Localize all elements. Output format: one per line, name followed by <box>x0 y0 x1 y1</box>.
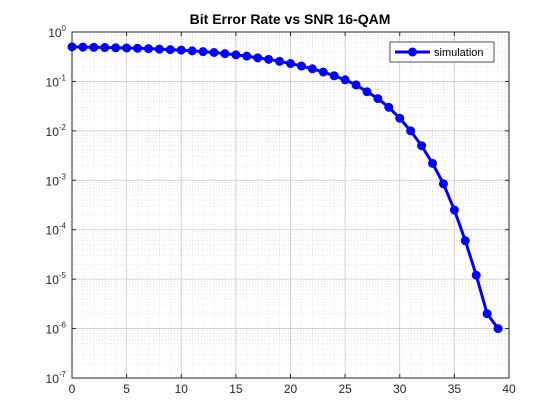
data-point <box>406 126 416 136</box>
legend-marker <box>408 47 417 57</box>
legend-label: simulation <box>434 47 484 59</box>
data-point <box>384 102 394 112</box>
series-line-simulation <box>71 45 500 330</box>
tick-labels: 0 5 10 15 20 25 30 35 40 100 10-1 10-2 10-3 10-4 10-5 1… <box>46 24 516 396</box>
data-point <box>187 46 197 56</box>
y-tick-label: 10-6 <box>46 321 67 337</box>
data-point <box>428 158 438 168</box>
data-point <box>438 179 448 189</box>
y-tick-label: 10-7 <box>46 370 67 386</box>
y-tick-label: 10-1 <box>46 73 67 89</box>
data-point <box>78 42 88 52</box>
data-point <box>111 43 121 53</box>
ticks <box>71 31 510 379</box>
data-point <box>275 56 285 66</box>
data-point <box>362 87 372 97</box>
data-point <box>351 80 361 90</box>
x-tick-label: 0 <box>69 382 76 396</box>
data-point <box>482 309 492 319</box>
legend-box <box>389 41 495 63</box>
data-point <box>231 50 241 60</box>
x-tick-label: 10 <box>175 382 189 396</box>
data-point <box>417 141 427 151</box>
data-point <box>176 45 186 55</box>
x-tick-label: 30 <box>393 382 407 396</box>
data-point <box>89 42 99 52</box>
legend: simulation <box>389 41 495 63</box>
data-point <box>449 205 459 215</box>
data-point <box>209 47 219 57</box>
data-point <box>100 43 110 53</box>
y-tick-label: 100 <box>48 24 66 40</box>
data-point <box>460 236 470 246</box>
y-tick-label: 10-4 <box>46 222 67 238</box>
data-point <box>471 270 481 280</box>
data-point <box>296 61 306 71</box>
y-tick-label: 10-5 <box>46 271 67 287</box>
data-point <box>154 44 164 54</box>
x-tick-label: 40 <box>502 382 516 396</box>
data-point <box>143 44 153 54</box>
data-point <box>395 113 405 123</box>
y-tick-label: 10-3 <box>46 172 67 188</box>
data-point <box>318 67 328 77</box>
x-tick-label: 5 <box>123 382 130 396</box>
data-point <box>122 43 132 53</box>
series-layer <box>67 42 503 334</box>
data-point <box>307 64 317 74</box>
data-point <box>220 49 230 59</box>
data-point <box>493 324 503 334</box>
data-point <box>329 71 339 81</box>
data-point <box>198 47 208 57</box>
data-point <box>286 59 295 69</box>
x-tick-label: 25 <box>338 382 352 396</box>
data-point <box>264 54 274 64</box>
y-tick-label: 10-2 <box>46 123 67 139</box>
x-tick-label: 15 <box>229 382 243 396</box>
data-point <box>340 75 350 85</box>
data-point <box>242 51 252 61</box>
x-tick-label: 20 <box>284 382 298 396</box>
data-point <box>165 45 175 55</box>
chart-title: Bit Error Rate vs SNR 16-QAM <box>190 11 391 27</box>
data-point <box>373 94 383 104</box>
data-point <box>253 53 263 63</box>
data-point <box>133 43 143 53</box>
x-tick-label: 35 <box>448 382 462 396</box>
